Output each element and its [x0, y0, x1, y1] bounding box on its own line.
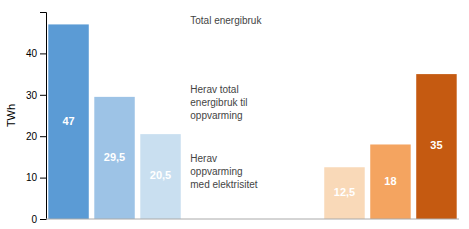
data-label: 35 — [430, 139, 442, 151]
y-tick: 0 — [31, 214, 46, 225]
y-tick-label: 0 — [31, 214, 37, 225]
y-tick-mark — [40, 53, 46, 54]
plot: 0 10 20 30 40 47 29,5 20,5 12,5 18 35 Total energib… — [26, 13, 459, 225]
y-axis-title: TWh — [5, 104, 17, 127]
bar — [140, 134, 180, 219]
y-tick-label: 30 — [26, 90, 38, 101]
y-tick: 10 — [26, 172, 46, 183]
annotation-line: Herav total — [190, 84, 238, 95]
y-tick-label: 10 — [26, 172, 38, 183]
annotation-line: oppvarming — [190, 166, 242, 177]
annotation-line: Herav — [190, 153, 217, 164]
annotation-line: med elektrisitet — [190, 179, 257, 190]
y-tick: 20 — [26, 131, 46, 142]
data-label: 29,5 — [104, 151, 125, 163]
bars — [48, 24, 456, 219]
annotation: Herav oppvarming med elektrisitet — [190, 153, 257, 190]
y-axis: 0 10 20 30 40 — [26, 13, 47, 225]
y-tick: 30 — [26, 90, 46, 101]
y-tick-mark — [40, 136, 46, 137]
data-labels: 47 29,5 20,5 12,5 18 35 — [62, 115, 442, 198]
data-label: 20,5 — [150, 169, 171, 181]
y-tick-label: 20 — [26, 131, 38, 142]
y-axis-line — [40, 13, 47, 220]
chart: 0 10 20 30 40 47 29,5 20,5 12,5 18 35 Total energib… — [0, 0, 469, 229]
annotation: Herav total energibruk til oppvarming — [190, 84, 247, 121]
annotation-line: oppvarming — [190, 110, 242, 121]
y-tick: 40 — [26, 48, 46, 59]
data-label: 47 — [62, 115, 74, 127]
y-tick-mark — [40, 178, 46, 179]
y-tick-mark — [40, 219, 46, 220]
y-tick-mark — [40, 95, 46, 96]
annotation: Total energibruk — [190, 15, 262, 26]
bar — [370, 144, 410, 219]
annotations: Total energibruk Herav total energibruk ti… — [190, 15, 262, 190]
bar — [48, 24, 88, 219]
bar — [94, 97, 134, 219]
data-label: 18 — [384, 175, 396, 187]
baseline — [46, 219, 459, 220]
data-label: 12,5 — [334, 186, 355, 198]
y-tick-label: 40 — [26, 48, 38, 59]
bar — [324, 167, 364, 219]
bar — [416, 74, 456, 219]
annotation-line: Total energibruk — [190, 15, 262, 26]
annotation-line: energibruk til — [190, 97, 247, 108]
